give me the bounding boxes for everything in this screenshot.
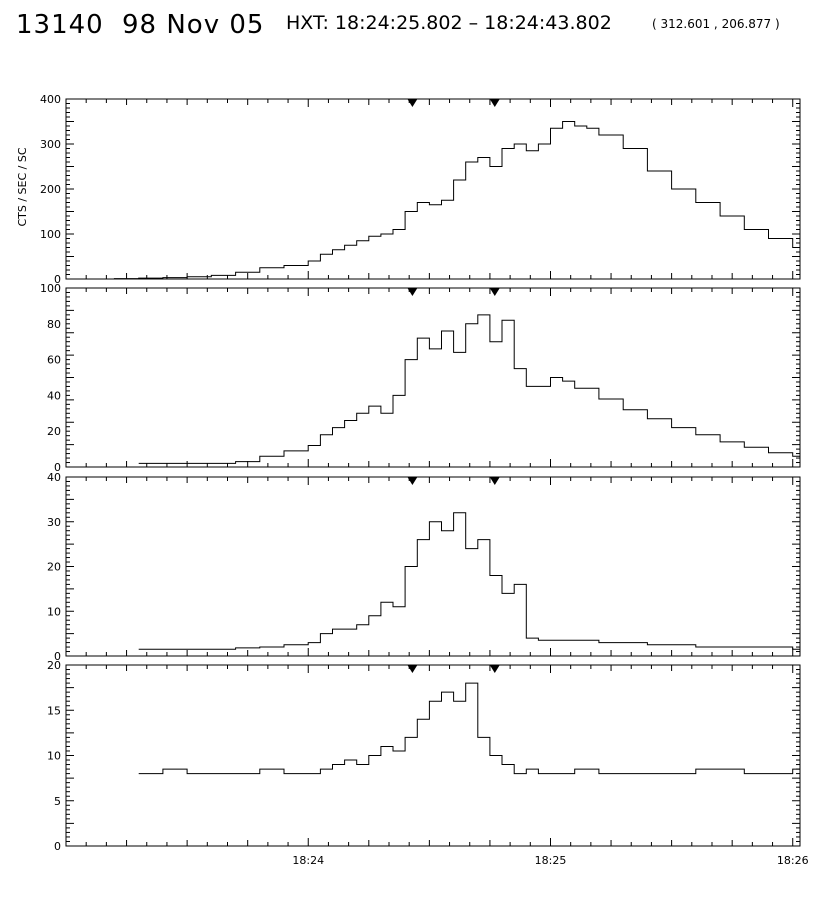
y-tick-label: 60	[47, 354, 61, 367]
panel-4: 0 5 10 15 20	[47, 659, 801, 853]
y-tick-label: 40	[47, 389, 61, 402]
panel-1: 0 100 200 300 400	[40, 93, 801, 286]
x-tick-label: 18:25	[535, 854, 567, 867]
interval-marker	[489, 99, 500, 107]
y-tick-label: 10	[47, 750, 61, 763]
interval-marker	[489, 665, 500, 673]
hxt-time-range: HXT: 18:24:25.802 – 18:24:43.802	[286, 12, 612, 34]
observation-date: 98 Nov 05	[122, 10, 265, 40]
light-curve-series	[66, 121, 801, 280]
y-tick-label: 400	[40, 93, 61, 106]
interval-marker	[407, 477, 418, 485]
interval-marker	[407, 99, 418, 107]
y-tick-label: 0	[54, 461, 61, 474]
y-tick-label: 200	[40, 183, 61, 196]
y-tick-label: 15	[47, 704, 61, 717]
y-tick-label: 0	[54, 273, 61, 286]
light-curve-series	[138, 682, 801, 775]
light-curve-series	[138, 512, 800, 650]
y-tick-label: 5	[54, 795, 61, 808]
panel-frame	[65, 287, 801, 468]
y-tick-label: 100	[40, 228, 61, 241]
panel-3: 0 10 20 30 40	[47, 471, 801, 663]
light-curve-series	[138, 314, 801, 464]
y-tick-label: 10	[47, 605, 61, 618]
event-number: 13140	[16, 10, 104, 40]
y-tick-label: 20	[47, 561, 61, 574]
y-tick-label: 30	[47, 516, 61, 529]
y-tick-label: 100	[40, 282, 61, 295]
y-tick-label: 0	[54, 840, 61, 853]
panel-2: 0 20 40 60 80 100	[40, 282, 801, 474]
x-tick-label: 18:24	[292, 854, 324, 867]
y-tick-label: 80	[47, 318, 61, 331]
y-tick-label: 20	[47, 659, 61, 672]
interval-marker	[489, 288, 500, 296]
interval-marker	[407, 665, 418, 673]
y-tick-label: 0	[54, 650, 61, 663]
y-axis-label: CTS / SEC / SC	[16, 147, 29, 226]
position-coords: ( 312.601 , 206.877 )	[652, 17, 780, 31]
interval-marker	[407, 288, 418, 296]
x-tick-label: 18:26	[777, 854, 809, 867]
interval-marker	[489, 477, 500, 485]
chart-header: 13140 98 Nov 05 HXT: 18:24:25.802 – 18:2…	[0, 0, 816, 50]
panel-frame	[65, 664, 801, 847]
y-tick-label: 40	[47, 471, 61, 484]
y-tick-label: 20	[47, 425, 61, 438]
panel-frame	[65, 476, 801, 657]
y-tick-label: 300	[40, 138, 61, 151]
